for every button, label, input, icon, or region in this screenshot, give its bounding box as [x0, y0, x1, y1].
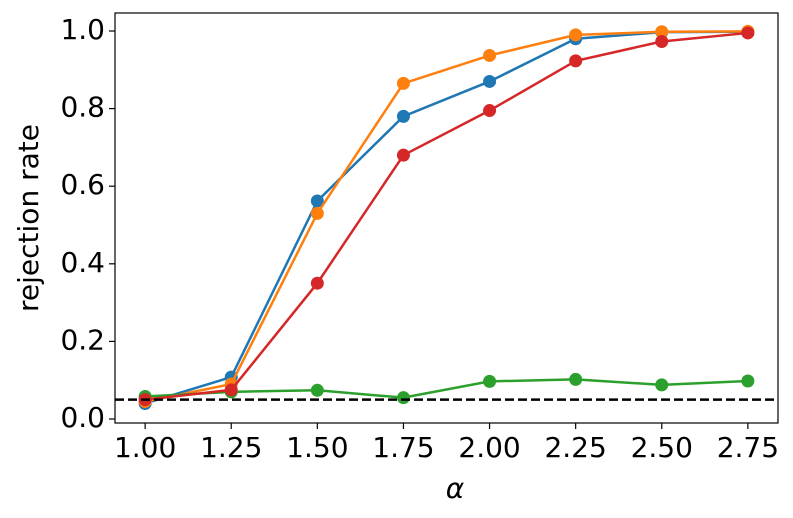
- x-tick-label: 2.00: [458, 431, 520, 464]
- y-tick-label: 1.0: [60, 13, 105, 46]
- data-point: [310, 206, 324, 220]
- data-point: [396, 391, 410, 405]
- data-point: [655, 25, 669, 39]
- data-point: [569, 54, 583, 68]
- data-point: [396, 76, 410, 90]
- data-point: [396, 148, 410, 162]
- x-tick-label: 1.50: [286, 431, 348, 464]
- data-point: [224, 383, 238, 397]
- data-point: [310, 383, 324, 397]
- series-line: [145, 378, 748, 399]
- series-line: [144, 31, 748, 401]
- y-tick-label: 0.0: [60, 401, 105, 434]
- data-point: [655, 34, 669, 48]
- x-tick-label: 2.25: [544, 431, 606, 464]
- y-tick-label: 0.6: [60, 168, 105, 201]
- y-tick-label: 0.2: [60, 323, 105, 356]
- x-axis-label: α: [446, 472, 465, 505]
- data-point: [569, 28, 583, 42]
- data-point: [741, 26, 755, 40]
- data-point: [483, 104, 497, 118]
- x-tick-label: 1.00: [114, 431, 176, 464]
- data-point: [396, 109, 410, 123]
- data-point: [569, 372, 583, 386]
- data-point: [741, 374, 755, 388]
- data-point: [655, 378, 669, 392]
- data-point: [483, 48, 497, 62]
- plot-frame: [114, 12, 779, 424]
- data-point: [483, 374, 497, 388]
- y-axis-label: rejection rate: [12, 124, 45, 312]
- series-line: [144, 30, 748, 403]
- x-tick-label: 1.25: [200, 431, 262, 464]
- data-point: [483, 74, 497, 88]
- y-tick-label: 0.8: [60, 91, 105, 124]
- data-point: [310, 276, 324, 290]
- x-tick-label: 1.75: [372, 431, 434, 464]
- series-line: [144, 30, 748, 405]
- x-tick-label: 2.50: [631, 431, 693, 464]
- y-tick-label: 0.4: [60, 246, 105, 279]
- data-point: [310, 194, 324, 208]
- x-tick-label: 2.75: [717, 431, 779, 464]
